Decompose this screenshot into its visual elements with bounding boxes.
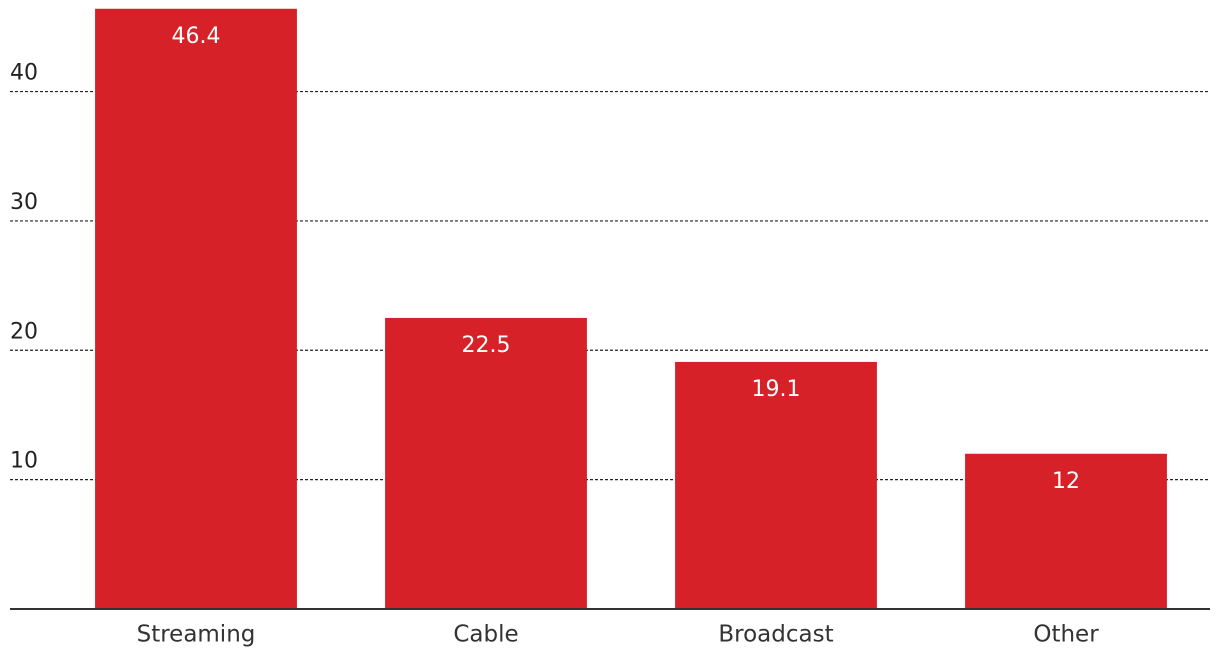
- y-tick-label: 10: [10, 449, 38, 474]
- bar: [95, 8, 297, 609]
- value-label: 12: [1052, 469, 1080, 494]
- x-tick-label: Cable: [453, 622, 518, 648]
- bar: [675, 361, 877, 609]
- bar: [965, 453, 1167, 609]
- y-tick-label: 40: [10, 61, 38, 86]
- y-tick-label: 20: [10, 319, 38, 344]
- x-tick-label: Broadcast: [718, 622, 833, 648]
- y-tick-label: 30: [10, 190, 38, 215]
- bar: [385, 317, 587, 609]
- x-tick-label: Streaming: [137, 622, 256, 648]
- value-label: 46.4: [172, 24, 221, 49]
- value-label: 22.5: [462, 333, 511, 358]
- x-tick-label: Other: [1033, 622, 1099, 648]
- value-label: 19.1: [752, 377, 801, 402]
